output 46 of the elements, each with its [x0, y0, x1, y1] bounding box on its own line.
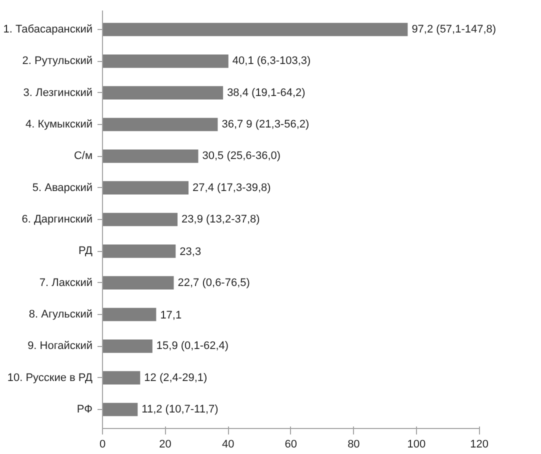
- x-tick-label: 120: [470, 438, 488, 450]
- y-tick-label: 4. Кумыкский: [25, 118, 93, 130]
- y-tick-label: 8. Агульский: [28, 308, 93, 320]
- x-tick-label: 100: [407, 438, 426, 450]
- data-label: 36,7 9 (21,3-56,2): [222, 118, 310, 130]
- data-label: 15,9 (0,1-62,4): [156, 340, 229, 352]
- data-label: 17,1: [160, 310, 182, 322]
- y-tick-label: РД: [78, 245, 94, 258]
- bar: [102, 340, 152, 353]
- data-label: 97,2 (57,1-147,8): [412, 24, 496, 36]
- y-tick-label: 9. Ногайский: [28, 340, 93, 352]
- bar: [102, 244, 176, 258]
- bar: [102, 371, 140, 384]
- data-label: 23,3: [180, 246, 202, 258]
- data-label: 11,2 (10,7-11,7): [142, 404, 218, 416]
- bar: [102, 86, 224, 100]
- x-tick-label: 80: [348, 438, 360, 450]
- x-tick-label: 20: [159, 438, 172, 450]
- bar: [102, 212, 178, 226]
- y-tick-label: РФ: [76, 404, 92, 416]
- y-tick-label: 10. Русские в РД: [7, 372, 94, 384]
- bar: [102, 118, 218, 132]
- bar: [102, 308, 156, 322]
- x-tick-label: 0: [99, 438, 106, 450]
- y-tick-label: 6. Даргинский: [22, 214, 92, 226]
- bar: [102, 276, 174, 290]
- data-label: 40,1 (6,3-103,3): [232, 55, 311, 68]
- y-tick-label: 3. Лезгинский: [23, 86, 92, 99]
- data-label: 30,5 (25,6-36,0): [202, 150, 281, 162]
- data-label: 12 (2,4-29,1): [144, 372, 208, 384]
- data-label: 27,4 (17,3-39,8): [192, 182, 271, 194]
- bar: [102, 22, 408, 36]
- x-tick-label: 60: [284, 438, 298, 450]
- y-tick-label: 2. Рутульский: [22, 55, 93, 68]
- data-label: 23,9 (13,2-37,8): [182, 214, 260, 226]
- bar: [102, 402, 138, 416]
- bar: [102, 54, 228, 68]
- y-tick-label: 1. Табасаранский: [3, 24, 93, 36]
- bar: [102, 150, 198, 163]
- data-label: 22,7 (0,6-76,5): [178, 276, 250, 289]
- y-tick-label: С/м: [74, 150, 92, 162]
- y-tick-label: 5. Аварский: [32, 182, 92, 194]
- y-tick-label: 7. Лакский: [39, 276, 93, 289]
- bar: [102, 181, 189, 194]
- x-tick-label: 40: [222, 438, 234, 450]
- data-label: 38,4 (19,1-64,2): [227, 86, 306, 99]
